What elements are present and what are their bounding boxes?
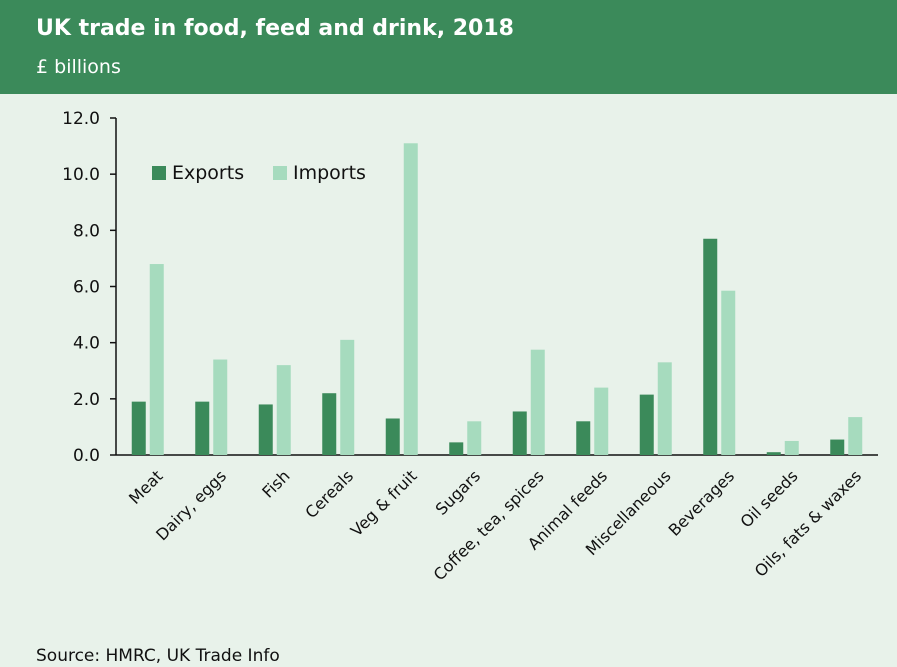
bar-exports-0 <box>131 401 146 455</box>
bar-imports-0 <box>149 264 164 455</box>
bar-imports-11 <box>848 417 863 455</box>
source-note: Source: HMRC, UK Trade Info <box>36 646 280 666</box>
chart-header: UK trade in food, feed and drink, 2018 £… <box>0 0 897 94</box>
x-category-label: Veg & fruit <box>347 466 421 540</box>
bar-exports-2 <box>258 404 273 455</box>
bar-exports-9 <box>703 238 718 455</box>
chart-title: UK trade in food, feed and drink, 2018 <box>36 16 514 41</box>
y-tick-label: 8.0 <box>73 221 100 241</box>
legend-swatch-exports <box>152 166 166 180</box>
bar-imports-7 <box>594 387 609 455</box>
bar-exports-8 <box>639 394 654 455</box>
bar-exports-4 <box>385 418 400 455</box>
y-tick-label: 2.0 <box>73 390 100 410</box>
bar-exports-7 <box>576 421 591 455</box>
bar-imports-2 <box>276 365 291 455</box>
x-category-label: Oils, fats & waxes <box>751 466 865 580</box>
legend-swatch-imports <box>273 166 287 180</box>
bar-imports-8 <box>657 362 672 455</box>
bar-imports-3 <box>340 339 355 455</box>
x-category-label: Meat <box>125 466 167 508</box>
bar-exports-6 <box>512 411 527 455</box>
bar-imports-1 <box>213 359 228 455</box>
bar-imports-9 <box>721 290 736 455</box>
x-category-label: Sugars <box>432 466 484 518</box>
y-tick-label: 10.0 <box>62 165 100 185</box>
bar-imports-5 <box>467 421 482 455</box>
x-category-label: Coffee, tea, spices <box>430 466 548 584</box>
bar-imports-4 <box>403 143 418 455</box>
y-tick-label: 6.0 <box>73 278 100 298</box>
bar-exports-11 <box>830 439 845 455</box>
legend-label-exports: Exports <box>172 162 244 184</box>
bar-exports-10 <box>766 452 781 455</box>
x-category-label: Beverages <box>665 466 738 539</box>
y-tick-label: 12.0 <box>62 109 100 129</box>
x-category-label: Oil seeds <box>736 466 801 531</box>
chart-subtitle: £ billions <box>36 56 121 78</box>
bar-exports-5 <box>449 442 464 455</box>
bar-imports-6 <box>530 349 545 455</box>
y-tick-label: 4.0 <box>73 334 100 354</box>
bar-imports-10 <box>784 440 799 455</box>
legend-label-imports: Imports <box>293 162 366 184</box>
bar-exports-3 <box>322 393 337 455</box>
x-category-label: Fish <box>258 466 293 501</box>
x-category-label: Cereals <box>301 466 357 522</box>
bar-exports-1 <box>195 401 210 455</box>
y-tick-label: 0.0 <box>73 446 100 466</box>
